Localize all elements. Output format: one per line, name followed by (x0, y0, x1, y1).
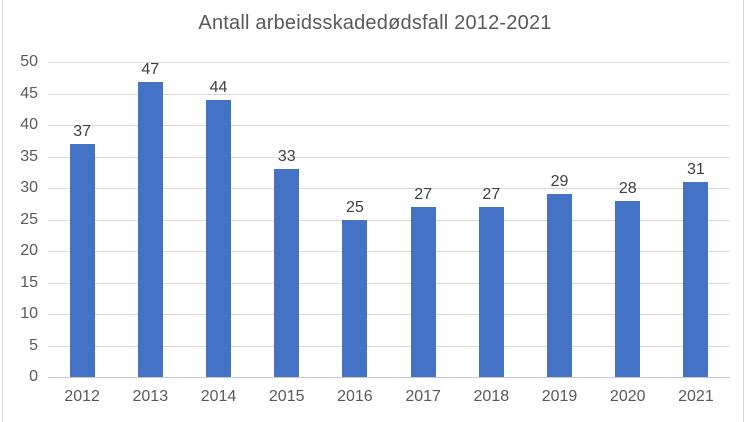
bar-2021 (683, 181, 709, 377)
gridline (48, 314, 730, 315)
bar-slot-2015: 33 (253, 62, 321, 377)
plot-area: 37 47 44 33 25 27 27 29 28 31 (48, 62, 730, 378)
x-tick-label: 2013 (132, 388, 169, 405)
bar-slot-2019: 29 (525, 62, 593, 377)
y-tick-label: 20 (20, 242, 38, 259)
bar-value-label: 44 (209, 78, 228, 96)
gridline (48, 125, 730, 126)
x-tick-label: 2019 (541, 388, 578, 405)
gridline (48, 156, 730, 158)
y-tick-label: 5 (29, 336, 38, 354)
bar-value-label: 47 (141, 61, 160, 78)
bar-slot-2017: 27 (389, 62, 457, 377)
x-axis-line (48, 377, 730, 378)
chart-frame-border-right (743, 0, 744, 422)
x-tick-label: 2015 (268, 388, 305, 405)
bar-2014 (206, 99, 231, 377)
chart-frame-border-left (2, 0, 3, 422)
bar-value-label: 37 (73, 122, 91, 140)
chart-title: Antall arbeidsskadedødsfall 2012-2021 (198, 12, 552, 34)
gridline (48, 345, 730, 347)
gridline (48, 93, 730, 95)
bar-2013 (137, 82, 163, 377)
x-tick-label: 2017 (405, 388, 441, 405)
gridline (48, 62, 730, 63)
bar-slot-2012: 37 (48, 62, 116, 377)
bar-slot-2016: 25 (321, 62, 389, 377)
y-tick-label: 0 (29, 368, 38, 385)
bar-value-label: 29 (550, 173, 569, 191)
x-tick-label: 2021 (678, 388, 714, 405)
bar-2017 (410, 206, 436, 377)
bar-2015 (274, 169, 300, 377)
bar-2020 (615, 200, 641, 377)
bars-row: 37 47 44 33 25 27 27 29 28 31 (48, 62, 730, 377)
x-tick-label: 2018 (473, 388, 510, 405)
x-tick-label: 2020 (609, 388, 646, 405)
bar-value-label: 27 (414, 185, 433, 203)
bar-value-label: 25 (346, 198, 364, 216)
gridline (48, 251, 730, 252)
bar-2016 (342, 219, 368, 377)
bar-value-label: 31 (687, 160, 705, 178)
y-tick-label: 50 (20, 53, 38, 70)
y-tick-label: 10 (20, 305, 38, 322)
bar-slot-2014: 44 (184, 62, 252, 377)
gridline (48, 188, 730, 189)
bar-value-label: 33 (277, 148, 296, 166)
x-tick-label: 2014 (200, 388, 237, 405)
gridline (48, 282, 730, 284)
y-tick-label: 25 (20, 210, 38, 228)
bar-value-label: 28 (618, 179, 637, 197)
bar-slot-2021: 31 (662, 62, 730, 377)
bar-slot-2013: 47 (116, 62, 184, 377)
bar-value-label: 27 (482, 185, 501, 203)
y-axis: 50 45 40 35 30 25 20 15 10 5 0 (0, 53, 38, 385)
y-tick-label: 45 (20, 84, 38, 102)
bar-2019 (547, 194, 573, 377)
x-tick-label: 2016 (337, 388, 373, 405)
x-axis: 2012 2013 2014 2015 2016 2017 2018 2019 2020 2021 (48, 388, 730, 406)
bar-slot-2018: 27 (457, 62, 525, 377)
bar-slot-2020: 28 (594, 62, 662, 377)
gridline (48, 219, 730, 221)
y-tick-label: 35 (20, 147, 38, 165)
y-tick-label: 40 (20, 116, 38, 133)
y-tick-label: 15 (20, 273, 38, 291)
bar-2012 (69, 143, 95, 377)
y-tick-label: 30 (20, 179, 38, 196)
bar-2018 (478, 206, 504, 377)
x-tick-label: 2012 (64, 388, 100, 405)
